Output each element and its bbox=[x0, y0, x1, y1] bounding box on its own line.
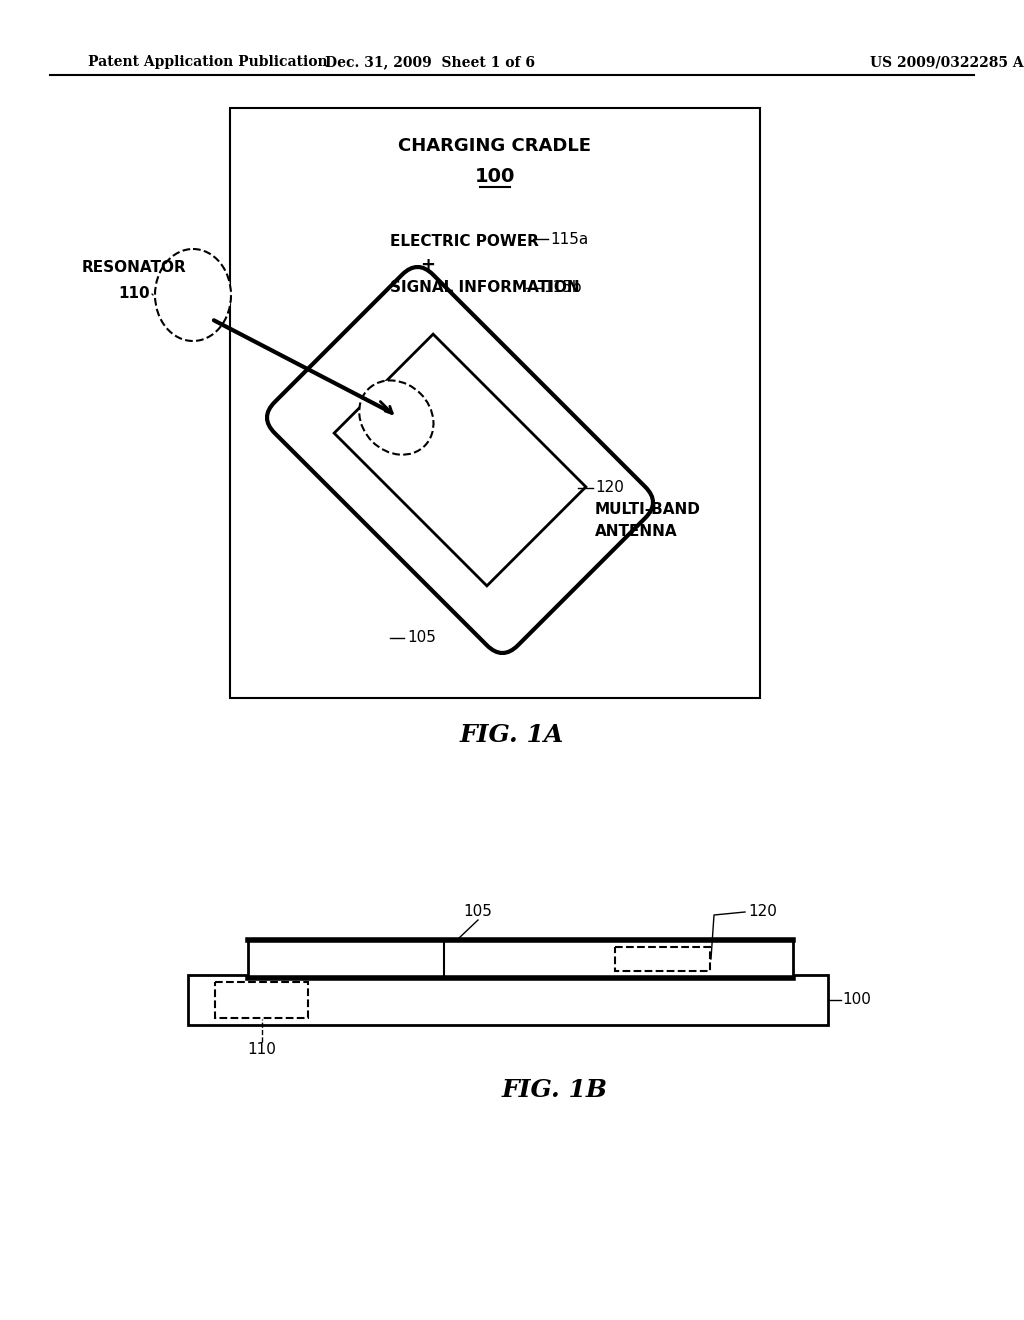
Text: RESONATOR: RESONATOR bbox=[82, 260, 186, 276]
Bar bbox=[188, 975, 828, 1026]
Bar bbox=[230, 108, 760, 698]
Text: 110: 110 bbox=[247, 1043, 275, 1057]
Text: 115b: 115b bbox=[543, 281, 582, 296]
Text: +: + bbox=[420, 256, 435, 275]
Text: SIGNAL INFORMATION: SIGNAL INFORMATION bbox=[390, 281, 580, 296]
Text: FIG. 1A: FIG. 1A bbox=[460, 723, 564, 747]
Ellipse shape bbox=[155, 249, 231, 341]
Text: 105: 105 bbox=[407, 631, 436, 645]
FancyBboxPatch shape bbox=[267, 267, 653, 653]
Text: ELECTRIC POWER: ELECTRIC POWER bbox=[390, 235, 539, 249]
Text: Dec. 31, 2009  Sheet 1 of 6: Dec. 31, 2009 Sheet 1 of 6 bbox=[325, 55, 535, 69]
Text: 120: 120 bbox=[595, 480, 624, 495]
Ellipse shape bbox=[359, 380, 433, 454]
FancyBboxPatch shape bbox=[334, 334, 586, 586]
Text: 105: 105 bbox=[464, 904, 493, 920]
Text: FIG. 1B: FIG. 1B bbox=[502, 1078, 608, 1102]
Text: 110: 110 bbox=[118, 286, 150, 301]
Bar bbox=[615, 946, 710, 972]
Text: ANTENNA: ANTENNA bbox=[595, 524, 678, 540]
Text: MULTI-BAND: MULTI-BAND bbox=[595, 503, 700, 517]
Text: US 2009/0322285 A1: US 2009/0322285 A1 bbox=[870, 55, 1024, 69]
Text: 120: 120 bbox=[748, 904, 777, 920]
Text: CHARGING CRADLE: CHARGING CRADLE bbox=[398, 137, 592, 154]
Text: Patent Application Publication: Patent Application Publication bbox=[88, 55, 328, 69]
Text: 115a: 115a bbox=[550, 231, 588, 247]
Text: 100: 100 bbox=[475, 166, 515, 186]
Text: 100: 100 bbox=[842, 993, 870, 1007]
Bar bbox=[248, 940, 793, 978]
Bar bbox=[215, 982, 308, 1018]
